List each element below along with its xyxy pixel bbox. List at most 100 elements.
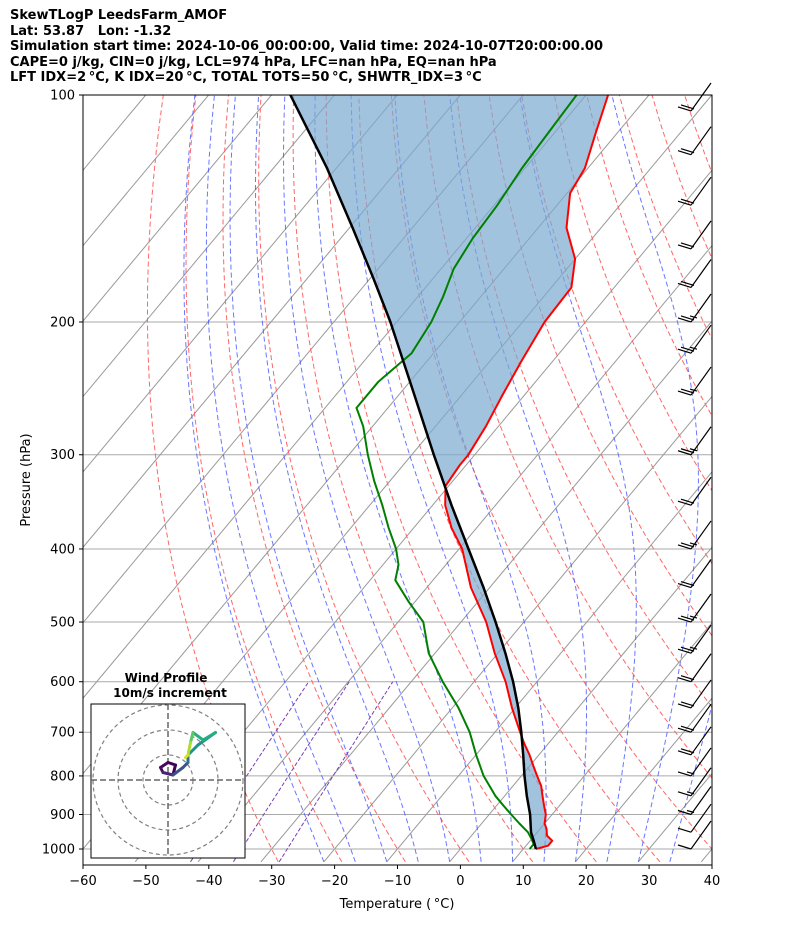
dewpoint-profile	[355, 95, 578, 850]
wind-barb-flag	[680, 346, 695, 352]
y-tick-label: 600	[50, 675, 75, 690]
wind-barb-staff	[690, 324, 712, 354]
mixing-ratio-line	[232, 681, 350, 863]
wind-barb	[677, 176, 712, 206]
wind-barb-staff	[690, 624, 712, 654]
mixing-ratio-line	[278, 681, 394, 863]
wind-barb-flag	[689, 615, 698, 619]
wind-barb-flag	[677, 244, 692, 250]
sounding-profiles	[289, 95, 610, 850]
wind-barb-flag	[677, 450, 692, 456]
wind-barb-staff	[690, 426, 712, 456]
dry-adiabat	[488, 95, 712, 637]
wind-barb-flag	[677, 200, 692, 206]
wind-barb-flag	[677, 844, 692, 850]
wind-barb-flag	[680, 615, 695, 621]
moist-adiabat	[350, 95, 514, 862]
inset-title: Wind Profile	[125, 671, 208, 685]
hodograph-segment	[171, 766, 185, 777]
x-tick-label: 20	[578, 874, 595, 889]
dry-adiabat	[222, 95, 406, 863]
isotherm-line	[449, 546, 712, 863]
y-tick-label: 900	[50, 808, 75, 823]
wind-barb-flag	[686, 791, 695, 795]
x-tick-label: 30	[641, 874, 658, 889]
isotherm-line	[323, 395, 712, 863]
moist-adiabat	[449, 95, 587, 862]
wind-barb-flag	[686, 771, 695, 775]
wind-barb-flag	[677, 582, 692, 589]
wind-barb-flag	[677, 771, 692, 777]
wind-barb-flag	[689, 388, 698, 392]
wind-barb-flag	[677, 617, 692, 623]
wind-barb	[677, 803, 712, 833]
isotherm-line	[575, 697, 712, 863]
inset-subtitle: 10m/s increment	[113, 686, 227, 700]
y-tick-label: 100	[50, 89, 75, 104]
isotherm-line	[83, 95, 335, 398]
title-line-station: SkewTLogP LeedsFarm_AMOF	[10, 8, 228, 23]
wind-barb	[677, 559, 712, 589]
hodograph-segment	[186, 741, 192, 757]
isotherm-line	[386, 471, 712, 863]
wind-barb-staff	[690, 366, 712, 396]
wind-barb-flag	[677, 809, 692, 816]
hodograph-segment	[189, 731, 195, 744]
hodograph-segment	[201, 731, 217, 742]
wind-barb	[677, 726, 712, 756]
x-axis: −60 −50 −40 −30 −20 −10 0 10 20 30 40	[69, 865, 720, 889]
title-line-times: Simulation start time: 2024-10-06_00:00:…	[10, 39, 603, 54]
wind-barb-flag	[689, 346, 698, 350]
dry-adiabat	[292, 95, 534, 863]
moist-adiabat	[205, 95, 356, 862]
title-line-indices: LFT IDX=2 °C, K IDX=20 °C, TOTAL TOTS=50…	[10, 70, 482, 85]
wind-barb	[677, 426, 712, 456]
dry-adiabat	[147, 95, 279, 863]
moist-adiabat	[254, 95, 419, 862]
dry-adiabat	[750, 95, 794, 862]
wind-barb-flag	[680, 198, 695, 204]
x-tick-label: −30	[258, 874, 285, 889]
wind-barb-flag	[677, 791, 692, 797]
y-axis: 1000 900 800 700 600 500 400 300 200 100	[42, 89, 83, 858]
wind-barb-flag	[680, 580, 695, 587]
isotherm-line	[83, 95, 84, 96]
wind-barb-flag	[680, 388, 695, 394]
wind-barb	[677, 220, 712, 250]
moist-adiabat	[282, 95, 451, 862]
dry-adiabat	[258, 95, 470, 863]
wind-barb-staff	[690, 82, 712, 112]
isotherm-line	[700, 848, 712, 863]
wind-profile-inset: Wind Profile 10m/s increment	[90, 671, 246, 859]
wind-barb-staff	[690, 767, 712, 797]
wind-barb-flag	[677, 827, 692, 833]
wind-barb-flag	[680, 675, 695, 681]
wind-barb-flag	[680, 542, 695, 548]
wind-barb-flag	[680, 725, 695, 731]
y-tick-label: 300	[50, 448, 75, 463]
wind-barb-flag	[677, 106, 692, 112]
hodograph-segment	[161, 771, 175, 777]
cin-shading	[290, 95, 609, 849]
wind-barb-flag	[689, 646, 698, 650]
moist-adiabat	[669, 703, 712, 862]
wind-barb	[677, 126, 712, 156]
chart-header: SkewTLogP LeedsFarm_AMOF Lat: 53.87 Lon: …	[10, 8, 603, 86]
wind-barb-staff	[690, 653, 712, 683]
wind-barb-flag	[680, 748, 695, 754]
wind-barb	[677, 259, 712, 289]
wind-barb	[677, 747, 712, 777]
wind-barb-flag	[689, 448, 698, 452]
dry-adiabat	[325, 95, 597, 863]
wind-barb-flag	[677, 282, 692, 289]
y-tick-label: 400	[50, 542, 75, 557]
x-tick-label: 10	[515, 874, 532, 889]
y-tick-label: 1000	[42, 843, 75, 858]
wind-barb-staff	[690, 476, 712, 506]
wind-barb	[677, 703, 712, 733]
wind-barb	[677, 653, 712, 683]
temperature-profile	[444, 95, 610, 850]
wind-barb	[677, 293, 712, 323]
x-tick-label: −60	[69, 874, 96, 889]
